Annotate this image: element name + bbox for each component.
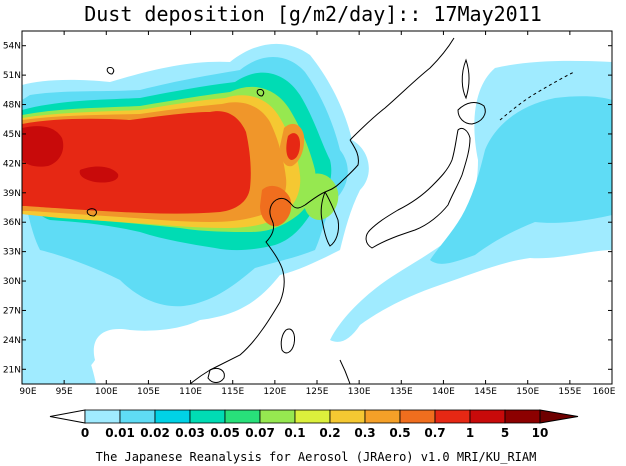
coastline-russia [349,37,455,141]
colorbar-label: 1 [466,426,474,440]
shade-red-north [286,133,300,160]
lat-tick-label: 39N [3,189,21,199]
lon-tick-label: 135E [390,387,413,397]
colorbar-box [469,409,506,424]
lat-tick-label: 36N [3,218,21,228]
colorbar-label: 10 [532,426,549,440]
colorbar-box [259,409,296,424]
data-source-credit: The Japanese Reanalysis for Aerosol (JRA… [96,450,537,464]
lon-tick-label: 95E [56,387,73,397]
colorbar: 0 0.01 0.02 0.03 0.05 0.07 0.1 0.2 0.3 0.5 0.7 1 5 10 [49,409,579,440]
coastline-japan [365,127,471,249]
lon-tick-label: 90E [19,387,36,397]
coastline-hainan [207,367,225,383]
coastline-korea [320,191,339,247]
colorbar-label: 0.5 [389,426,410,440]
lon-tick-label: 130E [348,387,371,397]
coastline-kurils [499,71,575,121]
lat-tick-label: 21N [3,365,21,375]
colorbar-label: 0.07 [245,426,275,440]
lon-tick-label: 145E [474,387,497,397]
colorbar-label: 0.3 [354,426,375,440]
lat-tick-label: 30N [3,277,21,287]
lat-tick-label: 54N [3,42,21,52]
colorbar-box [434,409,471,424]
shade-dark-red-west [22,126,64,167]
lat-tick-label: 27N [3,306,21,316]
lon-tick-label: 125E [306,387,329,397]
lon-tick-label: 105E [137,387,160,397]
colorbar-label: 5 [501,426,509,440]
map-title: Dust deposition [g/m2/day]:: 17May2011 [84,2,542,26]
lat-tick-label: 24N [3,336,21,346]
coastline-lake-3 [86,208,97,217]
shade-red [22,111,251,214]
coastline-lake-1 [106,67,115,75]
colorbar-label: 0.7 [424,426,445,440]
lon-tick-label: 120E [263,387,286,397]
lon-tick-label: 150E [516,387,539,397]
lat-tick-label: 45N [3,130,21,140]
coastlines [86,37,575,384]
shade-dark-red-center [79,166,119,183]
coastline-sakhalin [461,58,470,100]
colorbar-box [119,409,156,424]
colorbar-box [154,409,191,424]
lat-tick-label: 42N [3,159,21,169]
lat-tick-label: 33N [3,248,21,258]
coastline-lake-2 [256,89,265,97]
colorbar-box [189,409,226,424]
colorbar-box [364,409,401,424]
map-axes: 90E 95E 100E 105E 110E 115E 120E 125E 130E 135E 14… [3,31,616,397]
lat-tick-label: 51N [3,71,21,81]
colorbar-label: 0.02 [140,426,170,440]
colorbar-arrow-low [49,409,86,424]
coastline-taiwan [280,328,295,354]
colorbar-box [294,409,331,424]
colorbar-label: 0.03 [175,426,205,440]
shade-green-korea [303,173,339,220]
colorbar-box [504,409,541,424]
lon-tick-label: 115E [221,387,244,397]
lat-tick-label: 48N [3,101,21,111]
coastline-hokkaido [457,102,486,125]
colorbar-box [399,409,436,424]
colorbar-label: 0.2 [319,426,340,440]
shade-light-blue-southwest [22,296,96,384]
shade-cyan-pacific [430,96,612,264]
shade-orange-bohai [260,185,292,227]
lon-tick-label: 155E [558,387,581,397]
lon-tick-label: 100E [95,387,118,397]
colorbar-box [84,409,121,424]
colorbar-box [329,409,366,424]
colorbar-label: 0.1 [284,426,305,440]
colorbar-arrow-high [539,409,579,424]
coastline-east-asia [189,139,359,384]
lon-tick-label: 160E [593,387,616,397]
colorbar-box [224,409,261,424]
coastline-luzon [339,359,351,384]
colorbar-label: 0.01 [105,426,135,440]
lon-tick-label: 140E [432,387,455,397]
colorbar-label: 0 [81,426,89,440]
lon-tick-label: 110E [179,387,202,397]
colorbar-label: 0.05 [210,426,240,440]
dust-shading [22,43,612,384]
